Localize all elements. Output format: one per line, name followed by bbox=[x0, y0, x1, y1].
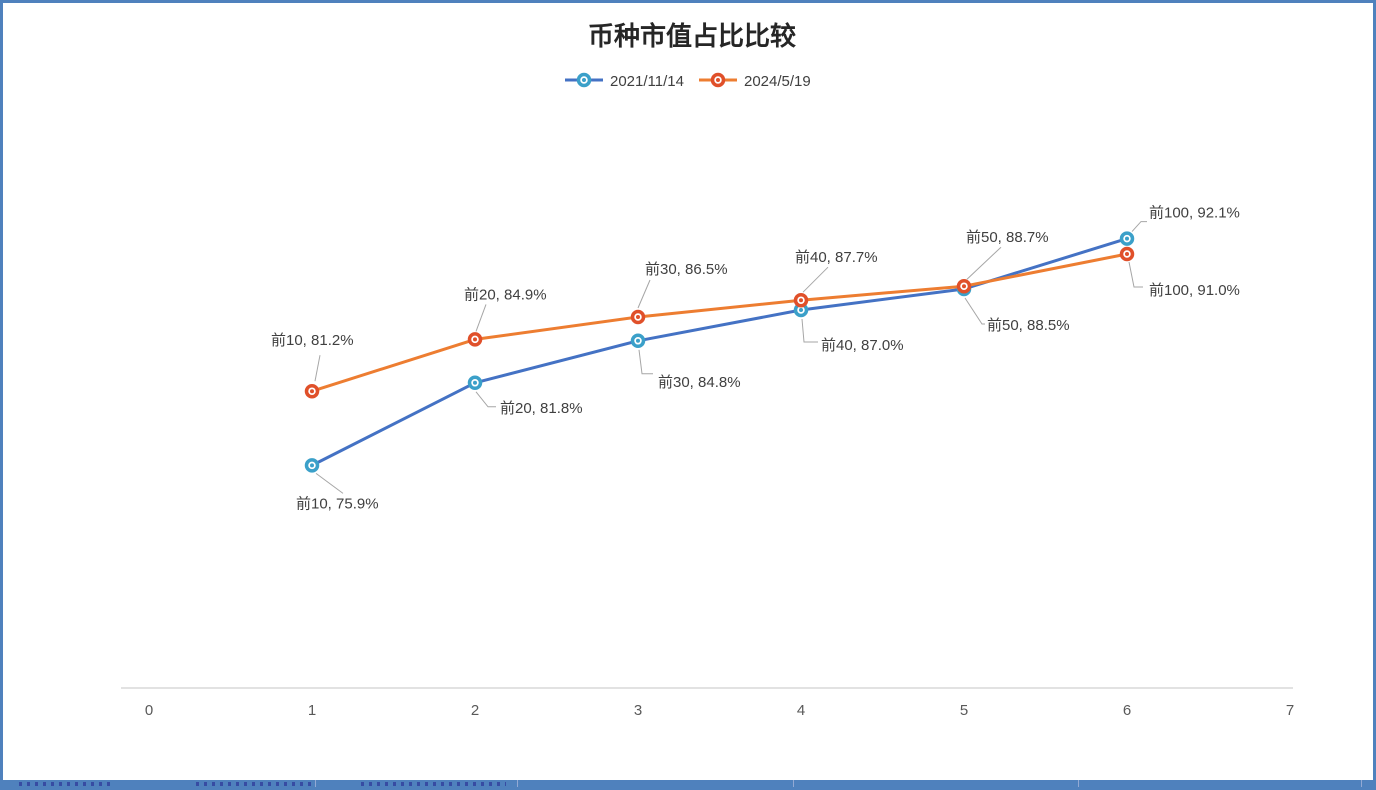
chart-title[interactable]: 币种市值占比比较 bbox=[588, 21, 796, 51]
data-point-marker-dot-icon bbox=[1125, 252, 1129, 256]
x-axis-tick-label: 3 bbox=[634, 702, 642, 719]
data-point-marker-dot-icon bbox=[1125, 236, 1129, 241]
leader-line bbox=[964, 297, 985, 325]
legend-label: 2021/11/14 bbox=[610, 73, 684, 90]
plot-area: 0 1 2 3 4 5 6 7 前10, 75.9% 前20, 81.8% 前30, 84.8% 前4… bbox=[121, 205, 1294, 719]
x-axis-tick-label: 5 bbox=[960, 702, 968, 719]
data-point-label[interactable]: 前100, 91.0% bbox=[1149, 282, 1240, 299]
data-point-label[interactable]: 前30, 84.8% bbox=[658, 374, 741, 391]
data-point-label[interactable]: 前20, 81.8% bbox=[500, 400, 583, 417]
x-axis-tick-label: 1 bbox=[308, 702, 316, 719]
data-point-marker-dot-icon bbox=[636, 338, 640, 343]
column-separator bbox=[1078, 780, 1079, 787]
column-separator bbox=[793, 780, 794, 787]
leader-line bbox=[637, 279, 651, 309]
data-point-label[interactable]: 前50, 88.7% bbox=[966, 229, 1049, 246]
cropped-content-marks bbox=[361, 782, 506, 786]
x-axis-tick-label: 6 bbox=[1123, 702, 1131, 719]
x-axis-tick-label: 7 bbox=[1286, 702, 1294, 719]
leader-line bbox=[966, 246, 1002, 280]
data-point-label[interactable]: 前40, 87.0% bbox=[821, 337, 904, 354]
column-separator bbox=[1361, 780, 1362, 787]
leader-line bbox=[802, 266, 829, 293]
data-point-marker-dot-icon bbox=[473, 380, 477, 385]
leader-line bbox=[475, 391, 496, 408]
data-point-label[interactable]: 前30, 86.5% bbox=[645, 261, 728, 278]
data-point-label[interactable]: 前40, 87.7% bbox=[795, 249, 878, 266]
data-point-marker-dot-icon bbox=[962, 284, 966, 289]
data-point-marker-dot-icon bbox=[799, 298, 803, 303]
data-point-marker-dot-icon bbox=[636, 315, 640, 319]
column-separator bbox=[315, 780, 316, 787]
cropped-row-strip bbox=[3, 780, 1373, 787]
series-line-2024-5-19[interactable] bbox=[311, 252, 1128, 393]
data-point-marker-dot-icon bbox=[310, 463, 314, 468]
leader-line bbox=[801, 318, 818, 343]
column-separator bbox=[517, 780, 518, 787]
leader-line bbox=[475, 304, 487, 332]
legend-item-2021-11-14[interactable]: 2021/11/14 bbox=[565, 72, 684, 90]
leader-line bbox=[315, 472, 344, 494]
leader-line bbox=[638, 349, 653, 375]
data-point-label[interactable]: 前10, 75.9% bbox=[296, 495, 379, 512]
cropped-content-marks bbox=[196, 782, 316, 786]
data-point-label[interactable]: 前50, 88.5% bbox=[987, 317, 1070, 334]
data-point-label[interactable]: 前100, 92.1% bbox=[1149, 205, 1240, 222]
legend-label: 2024/5/19 bbox=[744, 73, 811, 90]
data-point-label[interactable]: 前10, 81.2% bbox=[271, 332, 354, 349]
line-chart: 币种市值占比比较 2021/11/14 2024/5/19 0 1 2 3 4 5 6 7 前1… bbox=[121, 21, 1294, 719]
x-axis-tick-label: 0 bbox=[145, 702, 153, 719]
leader-line bbox=[1131, 221, 1147, 232]
data-point-label[interactable]: 前20, 84.9% bbox=[464, 286, 547, 303]
legend-marker-dot-icon bbox=[582, 78, 586, 82]
legend-item-2024-5-19[interactable]: 2024/5/19 bbox=[699, 72, 811, 90]
data-point-marker-dot-icon bbox=[310, 389, 314, 394]
leader-line bbox=[314, 355, 321, 382]
x-axis-tick-label: 4 bbox=[797, 702, 805, 719]
legend: 2021/11/14 2024/5/19 bbox=[565, 72, 811, 90]
x-axis-tick-label: 2 bbox=[471, 702, 479, 719]
data-point-marker-dot-icon bbox=[473, 337, 477, 342]
leader-line bbox=[1128, 261, 1143, 288]
data-point-marker-dot-icon bbox=[799, 308, 803, 312]
cropped-content-marks bbox=[19, 782, 114, 786]
legend-marker-dot-icon bbox=[716, 78, 720, 82]
